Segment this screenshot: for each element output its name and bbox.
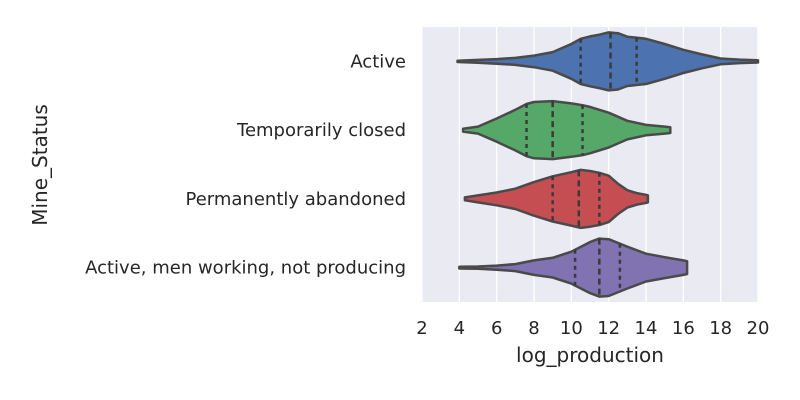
x-axis-label: log_production: [516, 343, 664, 367]
category-labels: Active Temporarily closed Permanently aban…: [85, 51, 406, 278]
category-label: Active, men working, not producing: [85, 258, 406, 279]
x-tick-label: 18: [709, 318, 732, 339]
x-tick-label: 6: [491, 318, 502, 339]
violin-body: [461, 99, 672, 161]
category-label: Temporarily closed: [236, 120, 406, 141]
x-tick-label: 20: [747, 318, 770, 339]
violin-body: [458, 237, 689, 298]
violin-body: [463, 168, 650, 230]
violin-body: [456, 31, 760, 92]
y-axis-label: Mine_Status: [28, 104, 52, 226]
x-tick-label: 10: [560, 318, 583, 339]
x-tick-label: 16: [672, 318, 695, 339]
category-label: Active: [350, 51, 406, 72]
x-tick-label: 4: [454, 318, 465, 339]
x-ticks: 2 4 6 8 10 12 14 16 18 20: [416, 318, 769, 339]
x-tick-label: 8: [528, 318, 539, 339]
x-tick-label: 12: [597, 318, 620, 339]
violins: [456, 31, 760, 298]
category-label: Permanently abandoned: [186, 189, 407, 210]
x-tick-label: 14: [635, 318, 658, 339]
x-tick-label: 2: [416, 318, 427, 339]
